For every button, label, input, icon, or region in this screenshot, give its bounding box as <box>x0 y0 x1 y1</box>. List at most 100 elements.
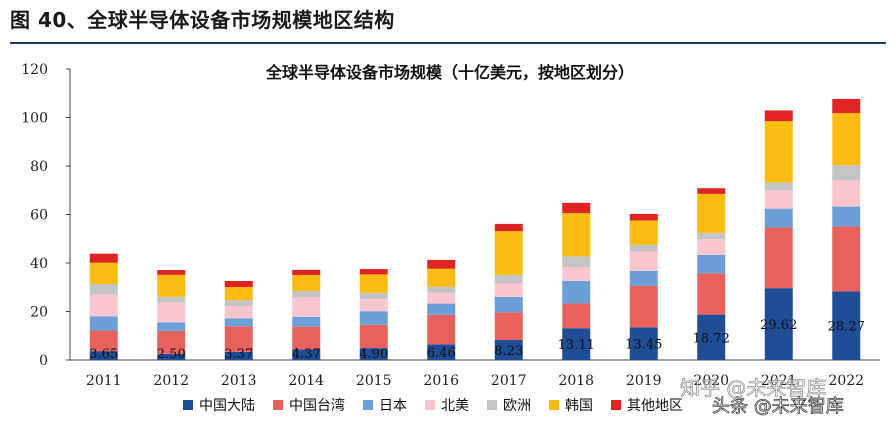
x-tick-label: 2019 <box>626 373 662 389</box>
bar-segment <box>629 213 658 221</box>
bar-segment <box>157 322 186 331</box>
bar-segment <box>89 253 118 263</box>
bar-segment <box>224 300 253 307</box>
bar-segment <box>89 351 118 360</box>
bar-segment <box>427 344 456 360</box>
bar-segment <box>832 226 861 292</box>
bar-segment <box>764 227 793 289</box>
legend: 中国大陆 中国台湾 日本 北美 欧洲 韩国 其他地区 <box>183 397 683 414</box>
data-label: 3.37 <box>224 347 253 362</box>
y-tick-label: 80 <box>30 159 48 175</box>
axes: 0 20 40 60 80 100 120 2011 2012 2013 2014 2015 2016 2… <box>21 62 880 389</box>
bar-segment <box>359 298 388 312</box>
y-tick-label: 0 <box>39 353 48 369</box>
bar-segment <box>292 349 321 360</box>
data-label: 2.50 <box>157 347 186 362</box>
data-label: 8.23 <box>494 344 523 359</box>
bar-segment <box>292 274 321 291</box>
bar-segment <box>764 121 793 183</box>
bar-segment <box>427 314 456 345</box>
chart-title: 全球半导体设备市场规模（十亿美元，按地区划分） <box>265 63 634 82</box>
bar-segment <box>832 180 861 207</box>
bar-segment <box>629 285 658 328</box>
x-tick-label: 2015 <box>356 373 392 389</box>
legend-swatch <box>363 400 373 410</box>
legend-label: 北美 <box>441 398 469 414</box>
bar-segment <box>697 232 726 240</box>
data-label: 18.72 <box>693 331 730 346</box>
bar-segment <box>359 292 388 299</box>
y-tick-label: 120 <box>21 62 48 78</box>
bar-segment <box>224 281 253 288</box>
bar-segment <box>427 259 456 269</box>
bar-segment <box>629 250 658 271</box>
bar-segment <box>697 254 726 274</box>
bar-segment <box>359 274 388 293</box>
bar-segment <box>292 297 321 317</box>
x-tick-label: 2011 <box>86 373 122 389</box>
y-tick-label: 20 <box>30 305 48 321</box>
legend-label: 中国大陆 <box>199 398 255 414</box>
bar-segment <box>224 318 253 327</box>
bar-segment <box>427 286 456 293</box>
x-tick-label: 2014 <box>288 373 324 389</box>
bar-segment <box>832 206 861 227</box>
bar-segment <box>764 182 793 191</box>
x-tick-label: 2020 <box>693 373 729 389</box>
bar-segment <box>832 112 861 166</box>
legend-swatch <box>487 400 497 410</box>
bar-segment <box>562 202 591 214</box>
bar-segment <box>764 288 793 360</box>
bar-segment <box>157 353 186 360</box>
bar-segment <box>494 231 523 275</box>
bar-segment <box>224 351 253 360</box>
legend-label: 中国台湾 <box>289 397 345 414</box>
bar-segment <box>427 268 456 287</box>
bar-segment <box>359 348 388 360</box>
bar-segment <box>224 306 253 319</box>
bar-segment <box>157 274 186 297</box>
bar-segment <box>292 269 321 275</box>
legend-swatch <box>273 400 283 410</box>
legend-swatch <box>183 400 193 410</box>
legend-label: 欧洲 <box>503 398 531 414</box>
x-tick-label: 2012 <box>153 373 189 389</box>
data-label: 4.90 <box>359 347 388 362</box>
legend-label: 其他地区 <box>627 398 683 414</box>
bar-segment <box>562 328 591 360</box>
x-tick-label: 2022 <box>828 373 864 389</box>
bar-segment <box>697 314 726 360</box>
bar-segment <box>89 294 118 317</box>
bar-segment <box>629 220 658 245</box>
y-tick-label: 60 <box>30 208 48 224</box>
data-label: 13.11 <box>558 338 595 353</box>
title-divider <box>10 42 886 44</box>
bar-segment <box>494 274 523 284</box>
bar-segment <box>494 296 523 313</box>
bar-segment <box>629 244 658 251</box>
bars <box>89 98 861 360</box>
bar-segment <box>697 188 726 194</box>
bar-segment <box>494 283 523 297</box>
bar-segment <box>427 303 456 315</box>
bar-segment <box>562 213 591 257</box>
legend-swatch <box>549 400 559 410</box>
bar-segment <box>832 98 861 113</box>
bar-segment <box>89 316 118 331</box>
bar-segment <box>562 280 591 304</box>
bar-segment <box>157 330 186 354</box>
bar-segment <box>427 292 456 304</box>
data-label: 6.46 <box>427 346 456 361</box>
x-tick-label: 2018 <box>558 373 594 389</box>
bar-segment <box>832 165 861 181</box>
bar-segment <box>562 303 591 329</box>
bar-segment <box>562 256 591 268</box>
bar-segment <box>89 283 118 295</box>
x-tick-label: 2021 <box>761 373 797 389</box>
bar-segment <box>494 223 523 232</box>
legend-swatch <box>425 400 435 410</box>
legend-label: 韩国 <box>565 398 593 414</box>
legend-label: 日本 <box>379 398 407 414</box>
watermark-toutiao: 头条 @未来智库 <box>712 396 844 417</box>
